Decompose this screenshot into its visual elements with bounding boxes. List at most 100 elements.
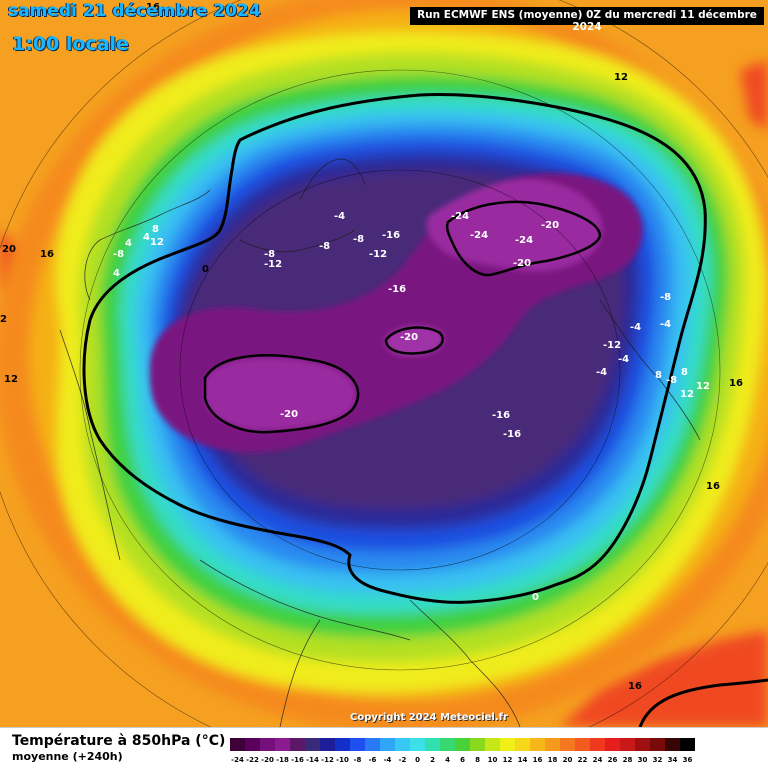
legend-tick-label: -6 (369, 756, 377, 764)
cold-core-center-small (385, 326, 444, 356)
contour-label: -4 (660, 319, 671, 330)
contour-label: -16 (492, 410, 510, 421)
copyright-text: Copyright 2024 Meteociel.fr (350, 712, 508, 723)
legend-swatch (545, 738, 561, 751)
legend-swatch (590, 738, 606, 751)
legend-swatch (500, 738, 516, 751)
contour-label: 0 (202, 264, 209, 275)
cold-cores (150, 173, 643, 453)
variable-title: Température à 850hPa (°C) (12, 733, 226, 749)
legend-swatch (665, 738, 681, 751)
legend-tick-label: 18 (548, 756, 558, 764)
legend-swatch (380, 738, 396, 751)
contour-label: -16 (503, 429, 521, 440)
legend-tick-label: 2 (430, 756, 435, 764)
contour-label: -20 (400, 332, 418, 343)
contour-label: -4 (618, 354, 629, 365)
contour-label: -4 (334, 211, 345, 222)
contour-label: 16 (729, 378, 743, 389)
contour-label: 16 (706, 481, 720, 492)
contour-label: 12 (4, 374, 18, 385)
contour-label: -24 (451, 211, 469, 222)
legend-swatch (305, 738, 321, 751)
contour-label: -8 (660, 292, 671, 303)
contour-label: -8 (264, 249, 275, 260)
contour-label: -8 (353, 234, 364, 245)
contour-label: 4 (113, 268, 120, 279)
legend-tick-label: 24 (593, 756, 603, 764)
contour-label: -12 (603, 340, 621, 351)
legend-swatch (335, 738, 351, 751)
legend-swatch (530, 738, 546, 751)
contour-label: -20 (513, 258, 531, 269)
footer-bar: Température à 850hPa (°C) moyenne (+240h… (0, 727, 768, 768)
legend-swatch (410, 738, 426, 751)
legend-tick-label: -18 (276, 756, 289, 764)
coastlines (59, 158, 701, 727)
contour-label: 12 (614, 72, 628, 83)
legend-swatch (260, 738, 276, 751)
contour-label: 0 (532, 592, 539, 603)
contour-label: -8 (319, 241, 330, 252)
legend-swatch (650, 738, 666, 751)
legend-tick-label: -2 (399, 756, 407, 764)
legend-swatch (635, 738, 651, 751)
legend-swatch (365, 738, 381, 751)
legend-tick-label: -4 (384, 756, 392, 764)
legend-swatch (515, 738, 531, 751)
color-legend: -24 -22 -20 -18 -16 -14 -12 -10 -8 -6 -4 -2 0 2 4 6 8 10 1… (230, 738, 695, 764)
legend-swatch (470, 738, 486, 751)
contour-label: -20 (280, 409, 298, 420)
contour-label: 12 (150, 237, 164, 248)
legend-tick-label: 20 (563, 756, 573, 764)
legend-swatch (680, 738, 695, 751)
contour-label: 16 (146, 2, 160, 13)
legend-swatch (575, 738, 591, 751)
contour-label: 16 (628, 681, 642, 692)
contour-label: 4 (143, 232, 150, 243)
cold-core-west (205, 357, 356, 431)
legend-swatch (275, 738, 291, 751)
latitude-circles (0, 0, 768, 727)
legend-tick-label: -14 (306, 756, 319, 764)
legend-tick-label: 36 (683, 756, 693, 764)
contour-label: -12 (264, 259, 282, 270)
hot-region-top-right (740, 60, 768, 130)
legend-swatch (290, 738, 306, 751)
contour-label: 12 (680, 389, 694, 400)
contour-label: -8 (113, 249, 124, 260)
legend-tick-label: -16 (291, 756, 304, 764)
legend-tick-label: -24 (231, 756, 244, 764)
legend-tick-label: 6 (460, 756, 465, 764)
legend-swatch (395, 738, 411, 751)
contour-label: 8 (655, 370, 662, 381)
legend-tick-label: -8 (354, 756, 362, 764)
legend-tick-label: 32 (653, 756, 663, 764)
contour-label: 12 (696, 381, 710, 392)
legend-tick-label: -10 (336, 756, 349, 764)
legend-swatch (350, 738, 366, 751)
legend-tick-label: 16 (533, 756, 543, 764)
legend-tick-label: 28 (623, 756, 633, 764)
hot-region-bottom-right (560, 630, 768, 727)
legend-tick-label: 26 (608, 756, 618, 764)
minus-twenty-contour-west (203, 354, 360, 434)
legend-tick-label: -12 (321, 756, 334, 764)
legend-swatch (455, 738, 471, 751)
legend-swatch (425, 738, 441, 751)
contour-label: -12 (369, 249, 387, 260)
contour-label: -24 (470, 230, 488, 241)
legend-tick-label: 0 (415, 756, 420, 764)
legend-swatch (485, 738, 501, 751)
cold-core-east (426, 179, 602, 272)
hot-contour-bottom-right (638, 678, 768, 727)
legend-tick-label: 4 (445, 756, 450, 764)
legend-tick-label: 12 (503, 756, 513, 764)
legend-tick-label: 30 (638, 756, 648, 764)
contour-label: -8 (666, 375, 677, 386)
minus-twenty-contour-center (384, 326, 444, 355)
forecast-time-title: 1:00 locale (12, 33, 129, 55)
contour-labels: -24 -24 -24 -20 -20 -20 -20 -16 -16 -16 … (0, 2, 743, 692)
legend-swatch (605, 738, 621, 751)
